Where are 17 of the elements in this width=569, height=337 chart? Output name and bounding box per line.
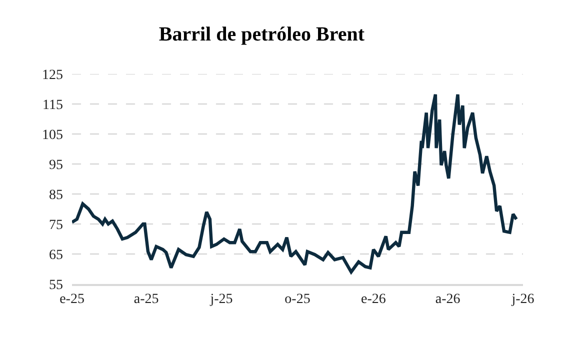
line-series [72, 92, 518, 274]
chart-title: Barril de petróleo Brent [158, 24, 365, 46]
y-tick-label: 115 [42, 98, 63, 113]
y-tick-label: 125 [42, 68, 63, 83]
x-tick-label: e-25 [60, 292, 84, 307]
x-tick-label: j-25 [209, 292, 233, 307]
x-tick-label: e-26 [361, 292, 386, 307]
y-tick-label: 65 [49, 248, 63, 263]
x-tick-label: a-26 [435, 292, 460, 307]
x-tick-label: j-26 [510, 292, 534, 307]
x-tick-label: o-25 [284, 292, 310, 307]
y-tick-label: 75 [49, 218, 63, 233]
x-tick-label: a-25 [134, 292, 159, 307]
y-tick-label: 55 [49, 278, 63, 293]
y-tick-label: 95 [49, 158, 63, 173]
y-tick-label: 85 [49, 188, 63, 203]
y-tick-label: 105 [42, 128, 63, 143]
